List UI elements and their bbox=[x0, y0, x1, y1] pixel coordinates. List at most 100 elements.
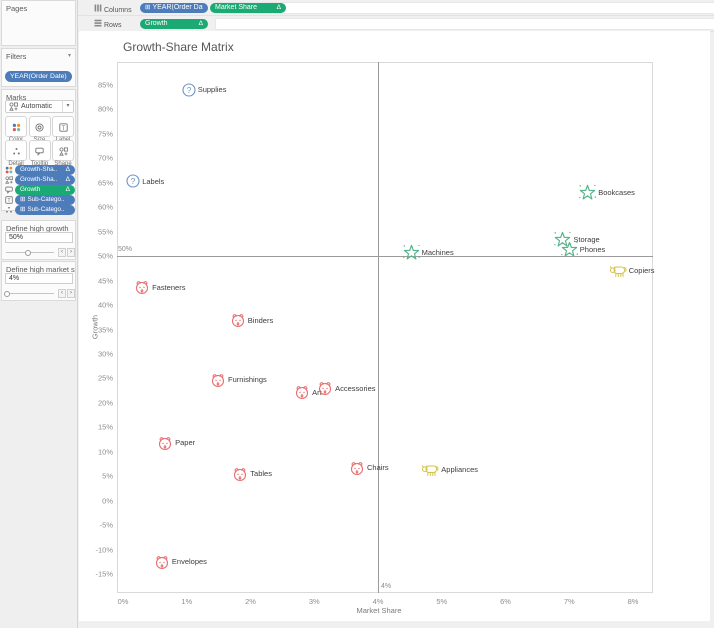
dropdown-caret-icon: ▾ bbox=[62, 101, 73, 112]
pill-growth[interactable]: Growth Δ bbox=[15, 185, 75, 195]
mark-chairs[interactable] bbox=[349, 460, 365, 481]
spinner-left-button[interactable]: ‹ bbox=[58, 289, 66, 298]
marks-pill-row: Growth-Sha.. Δ bbox=[4, 175, 75, 185]
parameter-title: Define high growth bbox=[6, 224, 69, 233]
label-icon: T bbox=[4, 196, 14, 204]
detail-icon bbox=[12, 143, 21, 161]
columns-dropzone[interactable] bbox=[215, 1, 714, 14]
pill-label: Market Share bbox=[215, 4, 258, 12]
mark-art[interactable] bbox=[294, 384, 310, 405]
svg-text:T: T bbox=[61, 126, 65, 132]
color-icon bbox=[12, 119, 21, 137]
pages-shelf[interactable]: Pages bbox=[1, 0, 76, 46]
pill-growth[interactable]: Growth Δ bbox=[140, 18, 208, 29]
tooltip-icon bbox=[35, 143, 44, 161]
label-button[interactable]: TLabel bbox=[52, 116, 74, 143]
columns-icon bbox=[94, 4, 102, 14]
parameter-slider-handle[interactable] bbox=[4, 290, 11, 297]
table-calc-delta-icon: Δ bbox=[65, 175, 70, 183]
mark-paper[interactable] bbox=[157, 435, 173, 456]
parameter-slider-track[interactable] bbox=[6, 293, 54, 294]
filters-title: Filters bbox=[6, 52, 27, 61]
parameter-value-input[interactable]: 50% bbox=[5, 232, 73, 243]
marks-pill-row: Growth-Sha.. Δ bbox=[4, 165, 75, 175]
shape-icon bbox=[4, 176, 14, 184]
plot-area[interactable] bbox=[117, 62, 653, 593]
pill-market-share[interactable]: Market Share Δ bbox=[210, 2, 286, 13]
mark-labels[interactable]: ? bbox=[126, 174, 140, 193]
spinner-left-button[interactable]: ‹ bbox=[58, 248, 66, 257]
columns-shelf-label: Columns bbox=[103, 6, 132, 14]
pill-label: YEAR(Order Date) bbox=[152, 4, 203, 12]
mark-fasteners[interactable] bbox=[134, 279, 150, 300]
spinner-right-button[interactable]: › bbox=[67, 289, 75, 298]
table-calc-delta-icon: Δ bbox=[65, 165, 70, 173]
pill-growth-sha[interactable]: Growth-Sha.. Δ bbox=[15, 175, 75, 185]
mark-tables[interactable] bbox=[232, 466, 248, 487]
button-label: Detail bbox=[8, 161, 24, 167]
pages-title: Pages bbox=[6, 4, 28, 13]
table-calc-delta-icon: Δ bbox=[198, 19, 203, 27]
mark-type-dropdown[interactable]: Automatic ▾ bbox=[5, 100, 74, 113]
mark-supplies[interactable]: ? bbox=[182, 83, 196, 102]
color-button[interactable]: Color bbox=[5, 116, 27, 143]
rows-dropzone[interactable] bbox=[215, 17, 714, 30]
table-calc-delta-icon: Δ bbox=[276, 3, 281, 11]
parameter-value-input[interactable]: 4% bbox=[5, 273, 73, 284]
size-icon bbox=[35, 119, 44, 137]
shape-button[interactable]: Shape bbox=[52, 140, 74, 167]
data-pane-sidebar: Pages Filters ▾ YEAR(Order Date) Marks A… bbox=[0, 0, 78, 628]
table-calc-delta-icon: Δ bbox=[65, 185, 70, 193]
svg-text:T: T bbox=[7, 198, 11, 204]
marks-card: Marks Automatic ▾ ColorSizeTLabel Detail T… bbox=[1, 89, 76, 215]
pill-sub-catego[interactable]: ⊞ Sub-Catego.. bbox=[15, 195, 75, 205]
pill-label: Sub-Catego.. bbox=[27, 196, 65, 204]
parameter-card-define-high-market-sha: Define high market sha..4% ‹› bbox=[1, 261, 76, 301]
shape-grid-icon bbox=[9, 102, 18, 111]
mark-binders[interactable] bbox=[230, 312, 246, 333]
mark-furnishings[interactable] bbox=[210, 372, 226, 393]
parameter-card-define-high-growth: Define high growth 50% ‹ › bbox=[1, 220, 76, 260]
pill-year-order-date[interactable]: ⊞YEAR(Order Date) bbox=[140, 2, 208, 13]
pill-label: Growth bbox=[145, 20, 168, 28]
pill-label: Sub-Catego.. bbox=[27, 206, 65, 214]
mark-machines[interactable] bbox=[402, 244, 420, 266]
mark-type-value: Automatic bbox=[21, 103, 53, 110]
pill-label: Growth-Sha.. bbox=[20, 166, 58, 174]
detail-icon bbox=[4, 206, 14, 214]
marks-title: Marks bbox=[6, 93, 27, 102]
mark-appliances[interactable] bbox=[421, 463, 439, 482]
mark-copiers[interactable] bbox=[609, 264, 627, 283]
size-button[interactable]: Size bbox=[28, 116, 51, 143]
svg-text:?: ? bbox=[186, 85, 191, 95]
rows-shelf[interactable]: Rows bbox=[78, 16, 714, 32]
detail-button[interactable]: Detail bbox=[5, 140, 27, 167]
pill-sub-catego[interactable]: ⊞ Sub-Catego.. bbox=[15, 205, 75, 215]
parameter-title: Define high market sha.. bbox=[6, 265, 75, 274]
mark-phones[interactable] bbox=[561, 241, 578, 263]
parameter-slider-handle[interactable] bbox=[24, 249, 31, 256]
tooltip-button[interactable]: Tooltip bbox=[28, 140, 51, 167]
marks-pill-row: T ⊞ Sub-Catego.. bbox=[4, 195, 75, 205]
shape-icon bbox=[58, 143, 68, 161]
pill-year-order-date[interactable]: YEAR(Order Date) bbox=[5, 71, 72, 82]
spinner-right-button[interactable]: › bbox=[67, 248, 75, 257]
pill-growth-sha[interactable]: Growth-Sha.. Δ bbox=[15, 165, 75, 175]
plus-box-icon: ⊞ bbox=[145, 3, 151, 11]
mark-accessories[interactable] bbox=[317, 380, 333, 401]
button-label: Tooltip bbox=[30, 161, 49, 167]
mark-bookcases[interactable] bbox=[579, 184, 597, 206]
pill-label: Growth bbox=[20, 186, 41, 194]
svg-text:?: ? bbox=[131, 176, 136, 186]
color-icon bbox=[4, 166, 14, 174]
plus-box-icon: ⊞ bbox=[20, 195, 26, 203]
plus-box-icon: ⊞ bbox=[20, 205, 26, 213]
filters-menu-caret-icon[interactable]: ▾ bbox=[67, 53, 71, 59]
label-icon: T bbox=[58, 119, 68, 137]
tooltip-icon bbox=[4, 186, 14, 194]
rows-shelf-label: Rows bbox=[103, 22, 122, 29]
filters-shelf[interactable]: Filters ▾ YEAR(Order Date) bbox=[1, 48, 76, 87]
mark-envelopes[interactable] bbox=[154, 554, 170, 575]
pill-label: Growth-Sha.. bbox=[20, 176, 58, 184]
